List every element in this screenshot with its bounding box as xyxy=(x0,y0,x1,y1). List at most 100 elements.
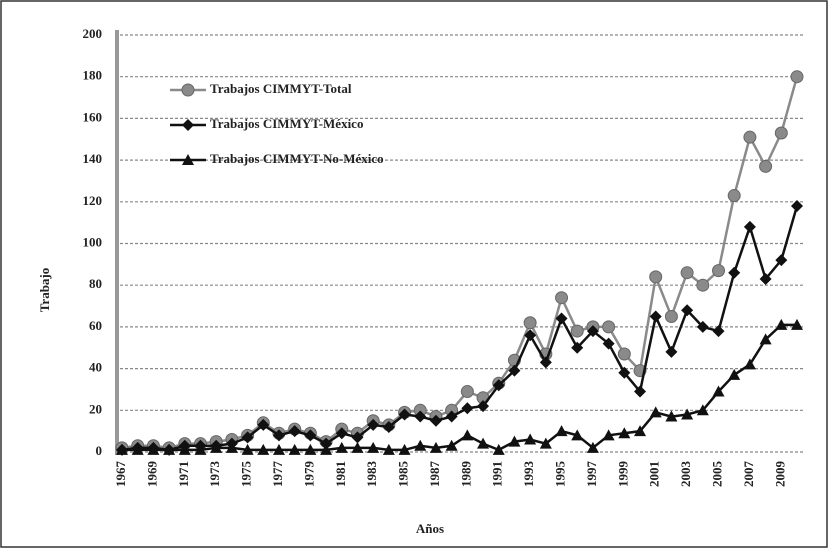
marker xyxy=(696,320,709,333)
marker xyxy=(539,437,552,449)
marker xyxy=(288,425,301,438)
marker xyxy=(680,266,694,280)
x-tick-label: 2007 xyxy=(741,461,756,488)
x-tick-label: 1985 xyxy=(396,461,411,488)
marker xyxy=(555,312,568,325)
y-tick-label: 120 xyxy=(83,193,103,208)
marker xyxy=(524,329,537,342)
marker xyxy=(272,429,285,442)
marker xyxy=(414,439,427,451)
marker xyxy=(445,439,458,451)
x-tick-label: 1993 xyxy=(521,461,536,488)
x-tick-label: 1997 xyxy=(584,461,599,488)
marker xyxy=(696,404,709,416)
marker xyxy=(571,429,584,441)
marker xyxy=(116,443,128,455)
legend-label: Trabajos CIMMYT-México xyxy=(210,116,363,131)
marker xyxy=(445,410,458,423)
marker xyxy=(524,433,537,445)
marker xyxy=(382,443,395,455)
x-tick-label: 1977 xyxy=(270,461,285,488)
x-tick-label: 1979 xyxy=(301,461,316,488)
marker xyxy=(257,418,270,431)
marker xyxy=(586,441,599,453)
marker xyxy=(743,220,756,233)
y-tick-label: 180 xyxy=(83,68,103,83)
marker xyxy=(555,425,568,437)
marker xyxy=(523,316,537,330)
x-tick-label: 1999 xyxy=(615,461,630,488)
x-tick-label: 1967 xyxy=(113,461,128,488)
marker xyxy=(367,441,380,453)
marker xyxy=(775,318,788,330)
marker xyxy=(712,264,726,278)
marker xyxy=(335,427,348,440)
marker xyxy=(791,318,803,330)
x-tick-label: 1973 xyxy=(207,461,222,488)
x-tick-label: 1989 xyxy=(458,461,473,488)
y-tick-label: 60 xyxy=(89,318,102,333)
marker xyxy=(791,199,803,212)
x-tick-label: 1969 xyxy=(144,461,159,488)
marker xyxy=(665,345,678,358)
marker xyxy=(461,402,474,415)
marker xyxy=(367,418,380,431)
marker xyxy=(414,410,427,423)
marker xyxy=(398,443,411,455)
x-tick-label: 1991 xyxy=(490,461,505,487)
marker xyxy=(460,385,474,399)
marker xyxy=(351,431,364,444)
marker xyxy=(743,130,757,144)
marker xyxy=(602,337,615,350)
y-axis-label: Trabajo xyxy=(37,268,52,313)
marker xyxy=(210,441,223,453)
marker xyxy=(618,366,631,379)
marker xyxy=(759,159,773,173)
marker xyxy=(461,429,474,441)
marker xyxy=(681,408,694,420)
marker xyxy=(131,443,144,455)
marker xyxy=(728,266,741,279)
marker xyxy=(320,437,333,450)
marker xyxy=(194,443,207,455)
marker xyxy=(477,400,490,413)
x-axis-label: Años xyxy=(416,521,444,536)
marker xyxy=(649,406,662,418)
marker xyxy=(508,435,521,447)
marker xyxy=(492,443,505,455)
marker xyxy=(351,441,364,453)
marker xyxy=(602,429,615,441)
x-tick-label: 1983 xyxy=(364,461,379,488)
marker xyxy=(759,272,772,285)
marker xyxy=(649,270,663,284)
marker xyxy=(790,70,804,84)
marker xyxy=(398,408,411,421)
marker xyxy=(570,324,584,338)
x-tick-label: 1975 xyxy=(239,461,254,488)
legend-marker xyxy=(181,83,195,97)
marker xyxy=(241,431,254,444)
legend-marker xyxy=(182,154,194,165)
x-tick-label: 1971 xyxy=(176,461,191,487)
marker xyxy=(712,385,725,397)
marker xyxy=(304,429,317,442)
marker xyxy=(555,291,569,305)
legend-marker xyxy=(182,119,194,131)
marker xyxy=(665,410,678,422)
marker xyxy=(618,427,631,439)
marker xyxy=(508,364,521,377)
marker xyxy=(477,437,490,449)
marker xyxy=(602,320,616,334)
marker xyxy=(759,333,772,345)
y-tick-label: 160 xyxy=(83,109,103,124)
marker xyxy=(288,443,301,455)
legend-label: Trabajos CIMMYT-Total xyxy=(210,81,352,96)
marker xyxy=(257,443,270,455)
marker xyxy=(539,356,552,369)
marker xyxy=(634,425,647,437)
y-tick-label: 0 xyxy=(96,443,103,458)
marker xyxy=(743,358,756,370)
x-tick-label: 2001 xyxy=(647,461,662,487)
marker xyxy=(225,441,238,453)
